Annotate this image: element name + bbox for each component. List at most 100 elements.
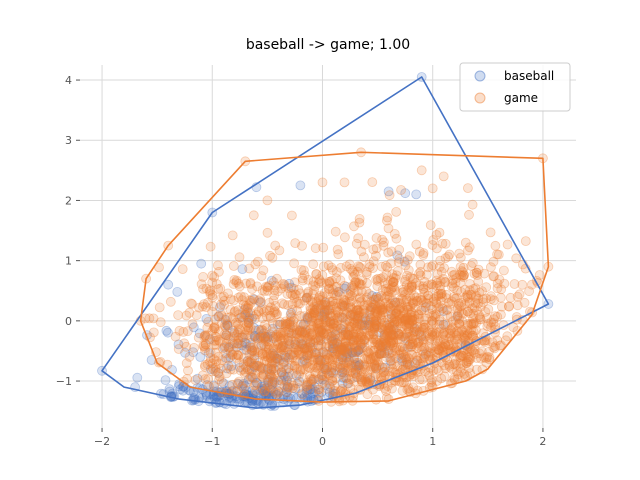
data-point-game [407,273,418,284]
data-point-baseball [247,385,258,396]
data-point-game [406,282,417,293]
data-point-game [235,291,246,302]
data-point-game [414,326,425,337]
data-point-game [173,344,184,354]
data-point-game [305,308,316,319]
data-point-game [426,261,437,272]
data-point-game [236,332,247,343]
data-point-game [416,165,427,176]
data-point-game [355,292,365,303]
data-point-baseball [221,352,232,363]
data-point-baseball [276,367,287,378]
data-point-game [209,272,220,282]
data-point-baseball [313,374,324,385]
data-point-game [407,330,418,341]
data-point-game [249,344,260,355]
data-point-game [385,338,396,349]
data-point-game [459,270,470,281]
data-point-game [469,344,480,355]
data-point-game [386,329,397,340]
data-point-game [324,284,334,295]
data-point-game [401,295,412,306]
data-point-baseball [325,316,335,327]
data-point-baseball [218,378,229,389]
data-point-game [480,306,491,317]
data-point-game [492,249,503,260]
data-point-game [280,326,290,337]
data-point-game [426,315,437,326]
data-point-game [363,354,374,365]
data-point-game [489,271,499,282]
data-point-game [338,301,349,312]
data-point-game [306,320,317,331]
legend: baseball game [459,62,571,112]
data-point-baseball [269,357,280,368]
data-point-game [224,341,235,352]
data-point-game [466,318,477,329]
data-point-game [291,327,302,338]
data-point-game [246,347,257,358]
data-point-game [423,290,434,301]
data-point-baseball [278,370,289,380]
data-point-game [433,365,444,376]
data-point-game [303,286,314,297]
data-point-game [371,292,382,303]
data-point-game [304,311,315,322]
data-point-game [290,336,301,347]
data-point-game [275,342,286,353]
data-point-game [451,273,462,284]
data-point-game [250,360,261,371]
data-point-game [451,359,462,370]
data-point-game [403,302,414,312]
data-point-game [213,326,224,337]
data-point-game [300,343,311,354]
data-point-game [213,367,224,378]
data-point-game [298,265,309,276]
data-point-game [372,294,383,305]
data-point-game [287,360,298,371]
data-point-game [418,281,429,292]
data-point-game [303,348,314,358]
data-point-game [402,255,413,266]
data-point-game [464,352,475,363]
data-point-game [462,183,473,194]
data-point-game [267,252,278,263]
data-point-baseball [161,325,172,336]
data-point-game [269,285,280,296]
data-point-game [314,360,324,371]
data-point-game [216,363,226,374]
data-point-baseball [305,384,316,394]
data-point-game [368,329,379,340]
data-point-game [242,303,253,314]
data-point-baseball [291,370,302,381]
data-point-game [233,292,244,303]
data-point-game [398,346,409,357]
data-point-game [388,337,399,348]
data-point-game [336,312,347,323]
data-point-baseball [268,386,279,397]
data-point-baseball [256,340,267,351]
data-point-baseball [397,356,408,366]
data-point-game [263,363,273,374]
data-point-game [364,289,375,299]
data-point-game [181,358,192,369]
data-point-baseball [225,352,236,363]
data-point-game [449,328,460,338]
data-point-game [419,319,430,330]
x-tick-label: −2 [94,435,110,448]
data-point-game [259,306,269,317]
data-point-game [345,367,356,378]
data-point-game [382,291,392,302]
data-point-game [345,286,356,296]
data-point-game [240,367,251,378]
data-point-game [468,317,479,328]
data-point-game [302,377,313,388]
data-point-baseball [377,339,388,350]
data-point-game [365,354,376,365]
data-point-game [425,348,436,359]
data-point-baseball [370,319,381,330]
data-point-game [430,309,441,320]
data-point-baseball [370,300,381,310]
data-point-game [278,358,289,369]
data-point-game [274,355,285,366]
